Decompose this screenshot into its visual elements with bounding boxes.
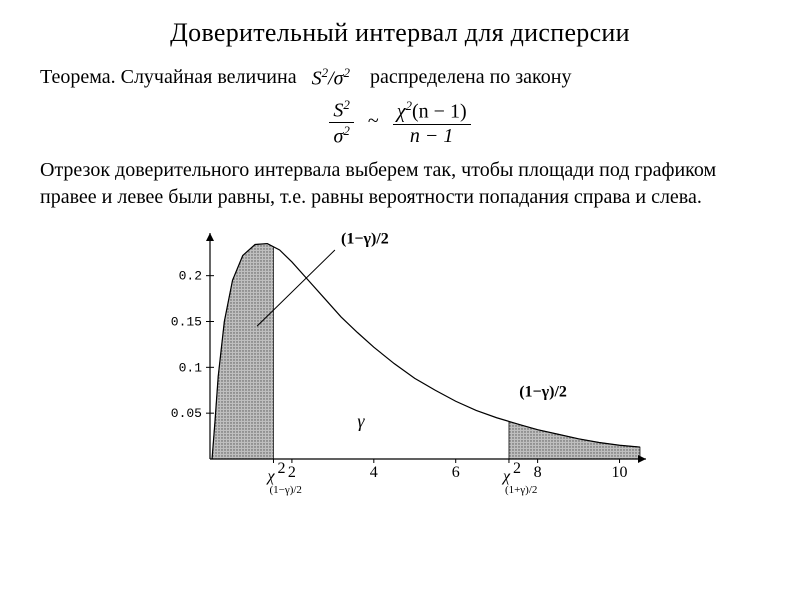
theorem-line: Теорема. Случайная величина S2/σ2 распре… (40, 64, 760, 93)
inline-ratio: S2/σ2 (312, 64, 350, 93)
lhs-den-base: σ (333, 126, 343, 148)
chi2-left-label-sup: 2 (277, 460, 285, 477)
x-tick-label: 4 (370, 464, 378, 481)
lhs-num-sup: 2 (343, 97, 350, 112)
x-tick-label: 8 (534, 464, 542, 481)
left-tail-annotation: (1−γ)/2 (341, 231, 389, 248)
y-tick-label: 0.2 (179, 269, 202, 284)
gamma-label: γ (357, 411, 365, 431)
density-curve (212, 244, 640, 459)
x-axis-arrow (638, 455, 646, 463)
chi2-right-label-sub: (1+γ)/2 (505, 484, 537, 496)
rhs-den: n − 1 (393, 125, 471, 148)
tilde: ~ (362, 110, 385, 132)
lhs-den-sup: 2 (343, 123, 350, 138)
y-tick-label: 0.05 (171, 406, 202, 421)
inline-den-base: σ (334, 68, 344, 90)
display-formula: S2 σ2 ~ χ2(n − 1) n − 1 (40, 97, 760, 149)
y-axis-arrow (206, 233, 214, 241)
rhs-fraction: χ2(n − 1) n − 1 (390, 98, 474, 148)
lhs-fraction: S2 σ2 (326, 97, 357, 149)
x-tick-label: 6 (452, 464, 460, 481)
right-tail-annotation: (1−γ)/2 (519, 384, 567, 401)
lhs-num-base: S (333, 99, 343, 121)
inline-den-sup: 2 (344, 65, 351, 80)
x-tick-label: 2 (288, 464, 296, 481)
chi2-left-label: χ (265, 468, 275, 485)
inline-num-base: S (312, 68, 322, 90)
y-tick-label: 0.15 (171, 315, 202, 330)
theorem-suffix: распределена по закону (370, 66, 571, 88)
page-title: Доверительный интервал для дисперсии (40, 18, 760, 48)
chi2-right-label: χ (501, 468, 511, 485)
chi2-left-label-sub: (1−γ)/2 (269, 484, 301, 496)
chart-svg: 0.050.10.150.2246810γ(1−γ)/2(1−γ)/2χ2(1−… (140, 221, 660, 506)
y-tick-label: 0.1 (179, 360, 203, 375)
rhs-chi: χ (397, 101, 406, 123)
x-tick-label: 10 (612, 464, 628, 481)
body-paragraph: Отрезок доверительного интервала выберем… (40, 157, 760, 211)
chi2-right-label-sup: 2 (513, 460, 521, 477)
theorem-prefix: Теорема. Случайная величина (40, 66, 297, 88)
chi2-chart: 0.050.10.150.2246810γ(1−γ)/2(1−γ)/2χ2(1−… (140, 221, 660, 506)
rhs-arg: (n − 1) (412, 101, 467, 123)
